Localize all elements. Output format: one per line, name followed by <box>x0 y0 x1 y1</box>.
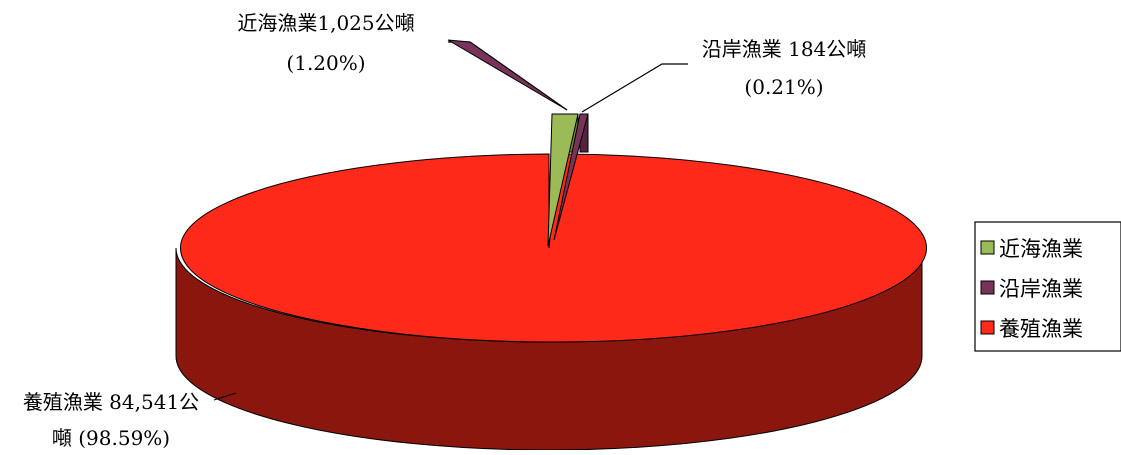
label-養殖漁業-value: 養殖漁業 84,541公 <box>23 390 199 414</box>
label-近海漁業-value: 近海漁業1,025公噸 <box>237 11 414 35</box>
leader-wedge-近海漁業 <box>447 39 568 111</box>
label-養殖漁業-percent: 噸 (98.59%) <box>52 426 170 450</box>
legend-label-沿岸漁業: 沿岸漁業 <box>999 277 1083 301</box>
pie-slice-top-texture <box>180 154 927 342</box>
legend-label-養殖漁業: 養殖漁業 <box>999 317 1083 341</box>
leader-line-沿岸漁業 <box>581 63 688 113</box>
pie-slice-沿岸漁業 <box>553 113 589 241</box>
legend-swatch-近海漁業 <box>980 240 995 255</box>
legend: 近海漁業 沿岸漁業 養殖漁業 <box>974 221 1121 352</box>
pie-slice-近海漁業 <box>547 113 579 247</box>
leader-line-養殖漁業 <box>213 392 237 401</box>
pie-slice-side-texture <box>176 248 922 450</box>
legend-swatch-養殖漁業 <box>980 320 995 335</box>
legend-swatch-沿岸漁業 <box>980 280 995 295</box>
legend-label-近海漁業: 近海漁業 <box>999 237 1083 261</box>
legend-box <box>974 221 1121 352</box>
label-沿岸漁業-percent: (0.21%) <box>744 75 823 99</box>
label-近海漁業-percent: (1.20%) <box>286 51 365 75</box>
label-沿岸漁業-value: 沿岸漁業 184公噸 <box>702 37 867 61</box>
